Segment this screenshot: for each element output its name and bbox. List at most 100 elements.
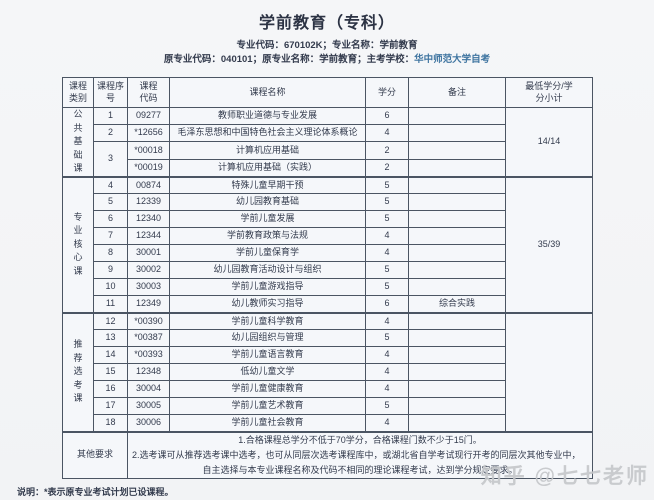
credits-cell: 4	[365, 363, 409, 381]
category-cell: 公共基础课	[62, 107, 94, 177]
table-row: 17 30005 学前儿童艺术教育 5	[63, 397, 593, 415]
seq-cell: 6	[93, 210, 128, 228]
seq-cell: 15	[93, 363, 128, 381]
name-cell: 学前儿童艺术教育	[169, 397, 366, 415]
code-cell: 30001	[127, 244, 170, 262]
seq-cell: 17	[93, 397, 128, 415]
credits-cell: 6	[365, 107, 409, 125]
header-note: 备注	[408, 77, 506, 108]
seq-cell: 3	[93, 141, 128, 177]
other-requirements-text: 1.合格课程总学分不低于70学分，合格课程门数不少于15门。 2.选考课可从推荐…	[127, 430, 593, 479]
category-cell: 专业核心课	[62, 175, 94, 313]
name-cell: 低幼儿童文学	[169, 363, 366, 381]
code-cell: 30004	[127, 380, 170, 398]
table-row: 10 30003 学前儿童游戏指导 5	[63, 278, 593, 296]
footnote: 说明：*表示原专业考试计划已设课程。	[17, 487, 174, 497]
original-major-line: 原专业代码：040101；原专业名称：学前教育；主考学校：华中师范大学自考	[0, 51, 654, 65]
credits-cell: 5	[365, 397, 409, 415]
name-cell: 学前儿童语言教育	[169, 346, 366, 364]
note-cell	[408, 107, 506, 125]
credits-cell: 4	[365, 124, 409, 142]
name-cell: 学前儿童保育学	[169, 244, 366, 262]
table-row: 8 30001 学前儿童保育学 4	[63, 244, 593, 262]
note-cell	[408, 329, 506, 347]
code-cell: *00019	[127, 159, 170, 177]
seq-cell: 5	[93, 193, 128, 211]
code-cell: 09277	[127, 107, 170, 125]
seq-cell: 11	[93, 295, 128, 313]
table-row: 2 *12656 毛泽东思想和中国特色社会主义理论体系概论 4	[63, 124, 593, 142]
other-requirements-label: 其他要求	[62, 430, 128, 479]
table-row: 公共基础课 1 09277 教师职业道德与专业发展 6 14/14	[62, 107, 593, 177]
category-cell: 推荐选考课	[62, 311, 94, 432]
credits-cell: 4	[365, 244, 409, 262]
name-cell: 学前教育政策与法规	[169, 227, 366, 245]
note-cell	[408, 227, 506, 245]
seq-cell: 14	[93, 346, 128, 364]
table-header-row: 课程类别 课程序号 课程代码 课程名称 学分 备注 最低学分/学分小计	[62, 77, 593, 108]
note-cell	[408, 193, 506, 211]
seq-cell: 10	[93, 278, 128, 296]
credits-cell: 2	[365, 159, 409, 177]
note-cell	[408, 141, 506, 160]
note-cell	[408, 397, 506, 415]
page-title: 学前教育（专科）	[258, 15, 395, 32]
table-row: 推荐选考课 12 *00390 学前儿童科学教育 4	[62, 311, 593, 432]
name-cell: 学前儿童健康教育	[169, 380, 366, 398]
other-requirements-row: 其他要求 1.合格课程总学分不低于70学分，合格课程门数不少于15门。 2.选考…	[62, 430, 593, 479]
note-cell	[408, 159, 506, 177]
name-cell: 学前儿童游戏指导	[169, 278, 366, 296]
other-requirement-line: 1.合格课程总学分不低于70学分，合格课程门数不少于15门。	[238, 434, 482, 445]
seq-cell: 18	[93, 414, 128, 432]
code-cell: 12344	[127, 227, 170, 245]
credits-cell: 5	[365, 278, 409, 296]
seq-cell: 13	[93, 329, 128, 347]
major-code-line: 专业代码：670102K；专业名称：学前教育	[236, 40, 418, 51]
note-cell	[408, 346, 506, 364]
watermark: 知乎 @七七老师	[480, 465, 649, 488]
name-cell: 幼儿园组织与管理	[169, 329, 366, 347]
note-cell	[408, 261, 506, 279]
exam-school-link[interactable]: 华中师范大学自考	[414, 54, 491, 65]
name-cell: 学前儿童社会教育	[169, 414, 366, 432]
table-row: 15 12348 低幼儿童文学 4	[63, 363, 593, 381]
table-row: 5 12339 幼儿园教育基础 5	[63, 193, 593, 211]
table-row: 3 *00018 计算机应用基础 2	[63, 141, 593, 177]
min-credits-cell: 35/39	[505, 175, 593, 313]
note-cell	[408, 175, 506, 194]
code-cell: 30002	[127, 261, 170, 279]
note-cell	[408, 414, 506, 432]
code-cell: 00874	[127, 175, 170, 194]
header-code: 课程代码	[127, 77, 170, 108]
header-category: 课程类别	[62, 77, 94, 108]
note-cell: 综合实践	[408, 295, 506, 313]
code-cell: 12348	[127, 363, 170, 381]
name-cell: 学前儿童科学教育	[169, 311, 366, 330]
name-cell: 学前儿童发展	[169, 210, 366, 228]
code-cell: 30005	[127, 397, 170, 415]
name-cell: 幼儿教师实习指导	[169, 295, 366, 313]
code-cell: *00018	[127, 141, 170, 160]
name-cell: 幼儿园教育基础	[169, 193, 366, 211]
credits-cell: 5	[365, 175, 409, 194]
seq-cell: 1	[93, 107, 128, 125]
code-cell: 12339	[127, 193, 170, 211]
code-cell: 12349	[127, 295, 170, 313]
seq-cell: 2	[93, 124, 128, 142]
curriculum-table: 课程类别 课程序号 课程代码 课程名称 学分 备注 最低学分/学分小计 公共基础…	[62, 77, 593, 479]
other-requirement-line: 自主选择与本专业课程名称及代码不相同的理论课程考试，达到学分规定要求。	[202, 464, 518, 475]
note-cell	[408, 124, 506, 142]
credits-cell: 5	[365, 329, 409, 347]
code-cell: *00390	[127, 311, 170, 330]
credits-cell: 5	[365, 261, 409, 279]
credits-cell: 5	[365, 210, 409, 228]
table-row: 6 12340 学前儿童发展 5	[63, 210, 593, 228]
seq-cell: 9	[93, 261, 128, 279]
min-credits-cell: 14/14	[505, 107, 593, 177]
code-cell: 30006	[127, 414, 170, 432]
seq-cell: 12	[93, 311, 128, 330]
seq-cell: 8	[93, 244, 128, 262]
credits-cell: 5	[365, 193, 409, 211]
seq-cell: 7	[93, 227, 128, 245]
